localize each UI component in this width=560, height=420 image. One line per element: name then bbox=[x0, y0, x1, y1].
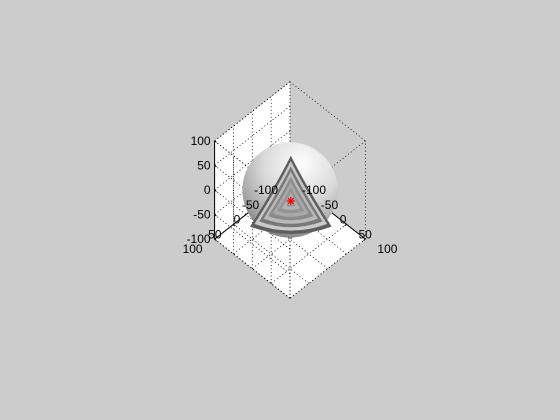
center-marker bbox=[286, 197, 295, 205]
sphere-surfaces bbox=[242, 142, 338, 238]
y-tick-mark bbox=[233, 223, 236, 227]
y-tick-label: 50 bbox=[208, 227, 222, 241]
x-tick-label: -100 bbox=[302, 183, 326, 197]
marker-star-stroke bbox=[287, 197, 295, 205]
y-tick-label: 100 bbox=[183, 242, 203, 256]
z-tick-label: -100 bbox=[187, 232, 211, 246]
z-tick-mark bbox=[214, 140, 217, 143]
z-tick-label: 0 bbox=[204, 183, 211, 197]
z-tick-mark bbox=[214, 189, 217, 192]
x-tick-mark bbox=[363, 238, 366, 241]
z-tick-mark bbox=[214, 214, 217, 217]
z-tick-mark bbox=[214, 165, 217, 168]
x-tick-label: 100 bbox=[377, 242, 397, 256]
x-tick-label: 50 bbox=[359, 227, 373, 241]
x-tick-mark bbox=[344, 223, 347, 227]
z-tick-label: 100 bbox=[191, 134, 211, 148]
z-tick-mark bbox=[214, 238, 217, 241]
x-tick-label: -50 bbox=[321, 198, 339, 212]
z-tick-label: -50 bbox=[193, 208, 211, 222]
y-tick-label: -100 bbox=[254, 183, 278, 197]
z-tick-label: 50 bbox=[197, 158, 211, 172]
y-tick-label: -50 bbox=[242, 198, 260, 212]
x-tick-label: 0 bbox=[340, 213, 347, 227]
y-tick-label: 0 bbox=[234, 213, 241, 227]
